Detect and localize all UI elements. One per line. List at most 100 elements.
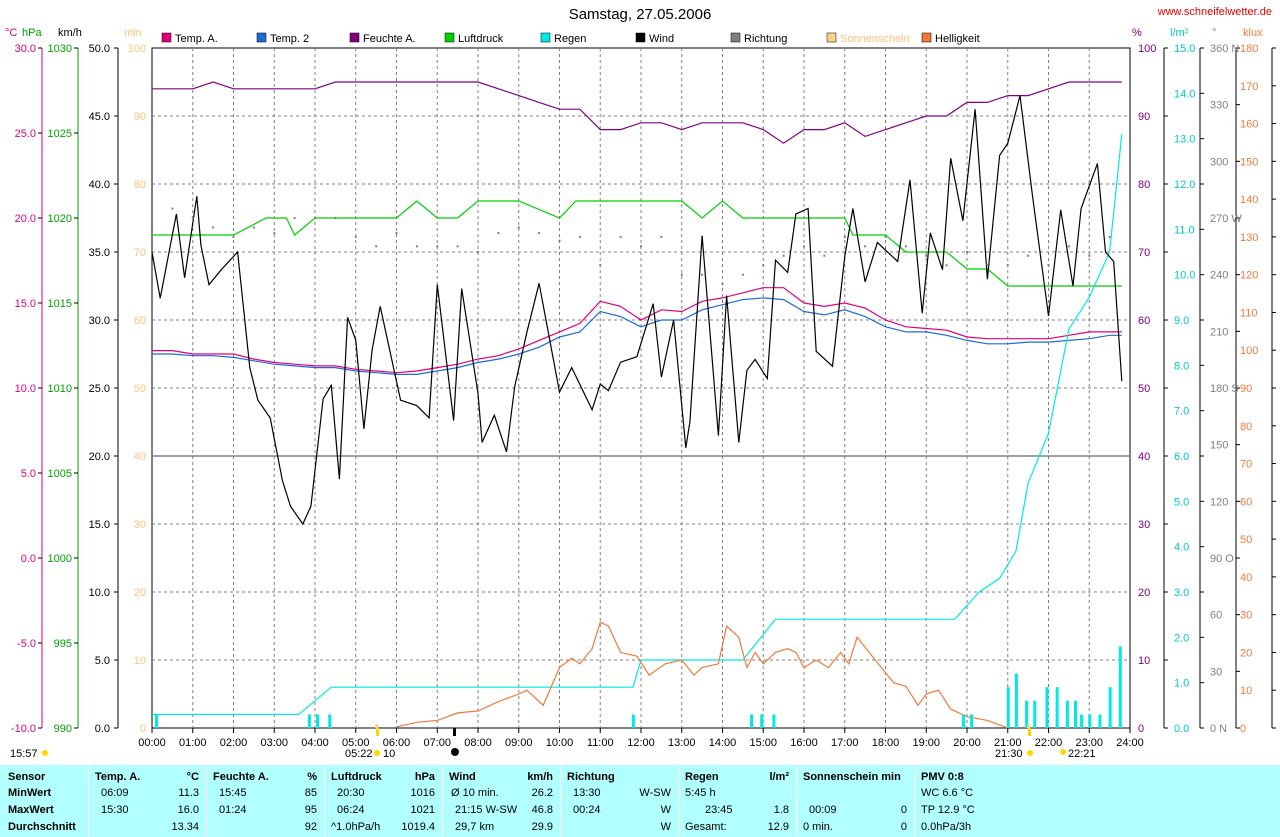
rain-header: Regen <box>685 771 719 783</box>
wind-axis-tick-label: 20.0 <box>89 451 110 463</box>
sunshine-max-time: 00:09 <box>809 804 837 816</box>
regen-balken-bar <box>961 714 965 728</box>
sonnenschein-mark <box>375 724 379 728</box>
moon-icon <box>451 748 459 756</box>
x-tick-label: 16:00 <box>790 737 818 749</box>
lux-axis-tick-label: 50 <box>1240 534 1252 546</box>
col-direction: Richtung 13:30 W-SW 00:24 W W <box>560 765 679 837</box>
regen-balken-bar <box>1045 687 1049 728</box>
regen-balken-bar <box>328 714 332 728</box>
humidity-min-value: 85 <box>304 787 317 799</box>
rain-total-label: Gesamt: <box>685 821 727 833</box>
summary-table: Sensor MinWert MaxWert Durchschnitt Temp… <box>0 765 1280 837</box>
direction-axis-tick-label: 240 <box>1210 270 1228 282</box>
richtung-point <box>721 283 724 286</box>
wind-avg10-label: Ø 10 min. <box>451 787 499 799</box>
x-tick-label: 15:00 <box>749 737 777 749</box>
axis-unit-labels: °C hPa km/h min% l/m² ° klux <box>5 27 1263 39</box>
col-wind: Wind km/h Ø 10 min. 26.2 21:15 W-SW 46.8… <box>442 765 561 837</box>
regen-balken-bar <box>307 714 311 728</box>
temp-a--line <box>152 287 1122 374</box>
humidity-unit: % <box>307 771 317 783</box>
rain-axis-tick-label: 3.0 <box>1174 587 1189 599</box>
temp-header: Temp. A. <box>95 771 141 783</box>
richtung-point <box>986 264 989 267</box>
sunset-label-a: 21:30 <box>995 748 1023 760</box>
regen-balken-bar <box>1073 700 1077 728</box>
x-tick-label: 12:00 <box>627 737 655 749</box>
regen-balken-bar <box>1080 714 1084 728</box>
regen-balken-bar <box>1118 646 1122 728</box>
rain-axis-tick-label: 1.0 <box>1174 678 1189 690</box>
x-tick-label: 02:00 <box>220 737 248 749</box>
sun-axis-tick-label: 30 <box>134 519 146 531</box>
regen-balken-bar <box>1088 714 1092 728</box>
pressure-axis-tick-label: 1000 <box>48 553 72 565</box>
temp-min-time: 06:09 <box>101 787 129 799</box>
regen-balken-bar <box>1033 700 1037 728</box>
rain-axis-tick-label: 15.0 <box>1174 43 1195 55</box>
x-tick-label: 08:00 <box>464 737 492 749</box>
wind-axis-tick-label: 15.0 <box>89 519 110 531</box>
richtung-point <box>232 235 235 238</box>
richtung-point <box>864 245 867 248</box>
x-tick-label: 13:00 <box>668 737 696 749</box>
richtung-point <box>762 264 765 267</box>
regen-balken-bar <box>1025 700 1029 728</box>
rain-axis-tick-label: 6.0 <box>1174 451 1189 463</box>
x-tick-label: 14:00 <box>709 737 737 749</box>
regen-balken-bar <box>1065 700 1069 728</box>
x-tick-label: 21:00 <box>994 737 1022 749</box>
pressure-axis-tick-label: 1005 <box>48 468 72 480</box>
legend-swatch-5 <box>635 32 646 43</box>
lux-axis-tick-label: 150 <box>1240 156 1258 168</box>
richtung-point <box>1047 264 1050 267</box>
legend-label-3: Luftdruck <box>458 33 504 45</box>
direction-axis-tick-label: 210 <box>1210 326 1228 338</box>
richtung-point <box>477 251 479 253</box>
pressure-max-time: 06:24 <box>337 804 365 816</box>
wind-axis-tick-label: 25.0 <box>89 383 110 395</box>
sun-axis-tick-label: 50 <box>134 383 146 395</box>
lux-axis-tick-label: 110 <box>1240 307 1258 319</box>
richtung-point <box>578 235 581 238</box>
x-tick-label: 05:00 <box>342 737 370 749</box>
direction-avg-value: W <box>660 821 671 833</box>
left-axes: 30.025.020.015.010.05.00.0-5.0-10.010301… <box>11 43 146 735</box>
unit-label-direction: ° <box>1212 27 1216 39</box>
richtung-point <box>1067 245 1070 248</box>
wind-unit: km/h <box>527 771 553 783</box>
legend-label-2: Feuchte A. <box>363 33 416 45</box>
lux-axis-tick-label: 10 <box>1240 685 1252 697</box>
legend-swatch-0 <box>161 32 172 43</box>
rain-axis-tick-label: 5.0 <box>1174 496 1189 508</box>
temp-unit: °C <box>186 771 199 783</box>
pressure-axis-tick-label: 1030 <box>48 43 72 55</box>
richtung-point <box>436 245 439 248</box>
chart-title: Samstag, 27.05.2006 <box>569 6 712 23</box>
humidity-axis-tick-label: 20 <box>1138 587 1150 599</box>
sunshine-header: Sonnenschein min <box>803 771 901 783</box>
wind-axis-tick-label: 5.0 <box>95 655 110 667</box>
lux-axis-tick-label: 160 <box>1240 119 1258 131</box>
legend-label-8: Helligkeit <box>935 33 980 45</box>
sunrise-tick <box>376 728 379 736</box>
legend-label-5: Wind <box>649 33 674 45</box>
sunrise-label: 05:22 <box>345 748 373 760</box>
rain-axis-tick-label: 12.0 <box>1174 179 1195 191</box>
lux-axis-tick-label: 70 <box>1240 459 1252 471</box>
humidity-max-time: 01:24 <box>219 804 247 816</box>
direction-axis-tick-label: 0 N <box>1210 723 1227 735</box>
wind-max-time: 21:15 W-SW <box>455 804 518 816</box>
x-axis: 00:00 01:00 02:00 03:00 04:00 05:00 06:00 07:00… <box>138 728 1144 749</box>
x-tick-label: 04:00 <box>301 737 329 749</box>
x-tick-label: 06:00 <box>383 737 411 749</box>
pmv-header: PMV 0:8 <box>921 771 964 783</box>
pressure-avg-value: 1019.4 <box>401 821 435 833</box>
humidity-axis-tick-label: 10 <box>1138 655 1150 667</box>
sunshine-total-label: 0 min. <box>803 821 833 833</box>
richtung-point <box>497 232 500 235</box>
lux-axis-tick-label: 120 <box>1240 270 1258 282</box>
lux-axis-tick-label: 130 <box>1240 232 1258 244</box>
x-tick-label: 10:00 <box>546 737 574 749</box>
